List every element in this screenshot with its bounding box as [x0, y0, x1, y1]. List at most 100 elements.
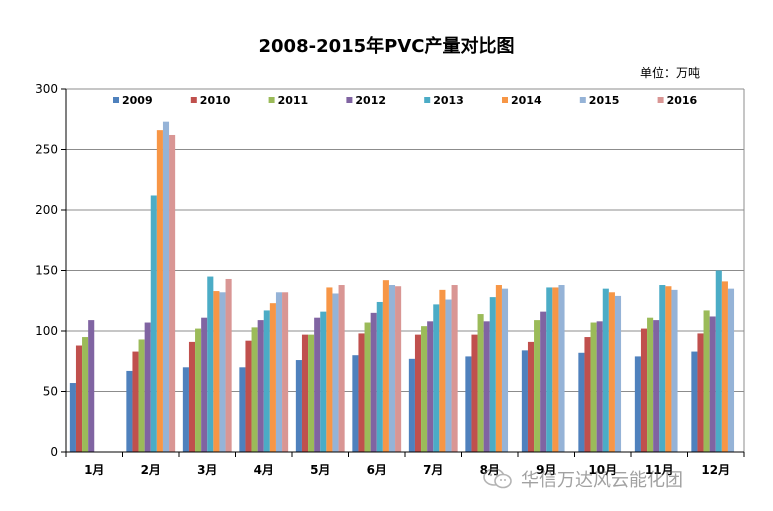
bar-2015-6 [388, 285, 396, 452]
bar-2015-10 [614, 295, 622, 452]
unit-label: 单位：万吨 [639, 66, 700, 80]
bar-2013-5 [320, 311, 327, 452]
bar-2014-2 [156, 130, 163, 452]
bar-2013-10 [602, 288, 609, 452]
x-tick-label: 9月 [536, 463, 556, 477]
bar-2010-5 [301, 334, 309, 452]
legend-label-2016: 2016 [667, 94, 698, 107]
bar-2013-6 [376, 301, 383, 452]
bar-2012-2 [144, 322, 151, 452]
bar-2015-5 [332, 293, 339, 452]
bar-2010-12 [697, 333, 704, 452]
bar-2014-7 [439, 289, 446, 452]
legend-swatch-2009 [113, 97, 119, 103]
bar-2009-12 [691, 351, 698, 452]
bar-2010-8 [471, 334, 478, 452]
bar-2009-7 [408, 358, 415, 452]
bar-2009-11 [634, 356, 641, 452]
x-tick-label: 7月 [423, 463, 443, 477]
bar-2011-1 [82, 337, 89, 452]
bar-2015-7 [445, 299, 452, 452]
bar-2010-7 [414, 334, 422, 452]
bar-2014-8 [495, 285, 502, 452]
bar-2012-6 [370, 312, 377, 452]
legend-swatch-2015 [579, 97, 586, 103]
legend-label-2009: 2009 [122, 94, 153, 107]
bar-2009-10 [578, 352, 585, 452]
legend-swatch-2013 [424, 97, 431, 103]
legend-swatch-2010 [190, 97, 197, 103]
bar-2009-1 [69, 383, 76, 452]
legend-label-2011: 2011 [278, 94, 309, 107]
bar-2010-9 [527, 341, 535, 452]
bar-2010-1 [75, 345, 83, 452]
bar-2010-11 [640, 328, 648, 452]
bar-2013-11 [659, 285, 666, 452]
bar-2014-9 [552, 287, 559, 452]
legend: 2009 2010 2011 2012 2013 2014 2015 2016 [113, 94, 698, 107]
bar-2011-4 [251, 327, 258, 452]
bar-2009-2 [126, 370, 133, 452]
legend-label-2012: 2012 [355, 94, 386, 107]
chart-title: 2008-2015年PVC产量对比图 [258, 36, 515, 57]
bar-2012-7 [427, 321, 434, 452]
y-tick-label: 250 [35, 143, 58, 157]
bar-2012-5 [314, 317, 321, 452]
bar-2015-3 [219, 292, 226, 452]
bar-2016-6 [395, 286, 402, 452]
bar-2013-7 [433, 304, 440, 452]
grid-lines [66, 88, 745, 452]
wechat-icon [483, 467, 513, 491]
bar-2012-1 [88, 320, 95, 452]
x-tick-label: 2月 [141, 463, 161, 477]
y-tick-label: 300 [35, 82, 58, 96]
bar-2016-5 [338, 285, 345, 452]
bar-2009-3 [182, 367, 189, 452]
y-tick-label: 0 [50, 445, 58, 459]
legend-swatch-2016 [657, 97, 664, 103]
bar-2013-9 [546, 287, 553, 452]
bar-2015-4 [275, 292, 283, 452]
bar-2011-12 [703, 310, 710, 452]
bar-2009-6 [352, 355, 359, 452]
bar-2015-9 [558, 285, 565, 452]
bar-2013-4 [263, 310, 270, 452]
bar-2014-12 [721, 281, 728, 452]
y-tick-label: 150 [35, 264, 58, 278]
bar-2013-12 [715, 270, 722, 452]
bar-2015-8 [501, 288, 509, 452]
bar-2010-3 [188, 341, 196, 452]
bar-2013-2 [150, 195, 157, 453]
bar-2013-3 [207, 276, 214, 452]
bar-2009-8 [465, 356, 472, 452]
bar-2016-4 [282, 292, 289, 452]
x-tick-label: 11月 [645, 463, 674, 477]
bar-2009-4 [239, 367, 246, 452]
legend-label-2013: 2013 [433, 94, 464, 107]
x-tick-label: 10月 [588, 463, 617, 477]
bar-2014-10 [608, 292, 615, 452]
bar-2010-4 [245, 340, 252, 452]
bar-2014-11 [665, 286, 672, 452]
x-tick-label: 6月 [367, 463, 387, 477]
legend-label-2010: 2010 [200, 94, 231, 107]
x-tick-label: 12月 [701, 463, 730, 477]
legend-label-2014: 2014 [511, 94, 542, 107]
bar-2011-8 [477, 314, 484, 452]
bar-2012-9 [540, 311, 547, 452]
bar-2011-3 [195, 328, 202, 452]
x-tick-label: 5月 [310, 463, 330, 477]
bar-2011-9 [534, 320, 541, 452]
bar-2015-11 [671, 289, 678, 452]
y-tick-label: 100 [35, 324, 58, 338]
bar-2012-4 [257, 320, 264, 452]
bar-2010-10 [584, 337, 591, 452]
bar-2011-10 [590, 322, 597, 452]
bar-2013-8 [489, 297, 496, 452]
bar-2011-11 [647, 317, 654, 452]
bars [69, 121, 735, 453]
bar-2011-2 [138, 339, 145, 452]
bar-2011-6 [364, 322, 371, 452]
bar-2016-7 [451, 285, 458, 452]
